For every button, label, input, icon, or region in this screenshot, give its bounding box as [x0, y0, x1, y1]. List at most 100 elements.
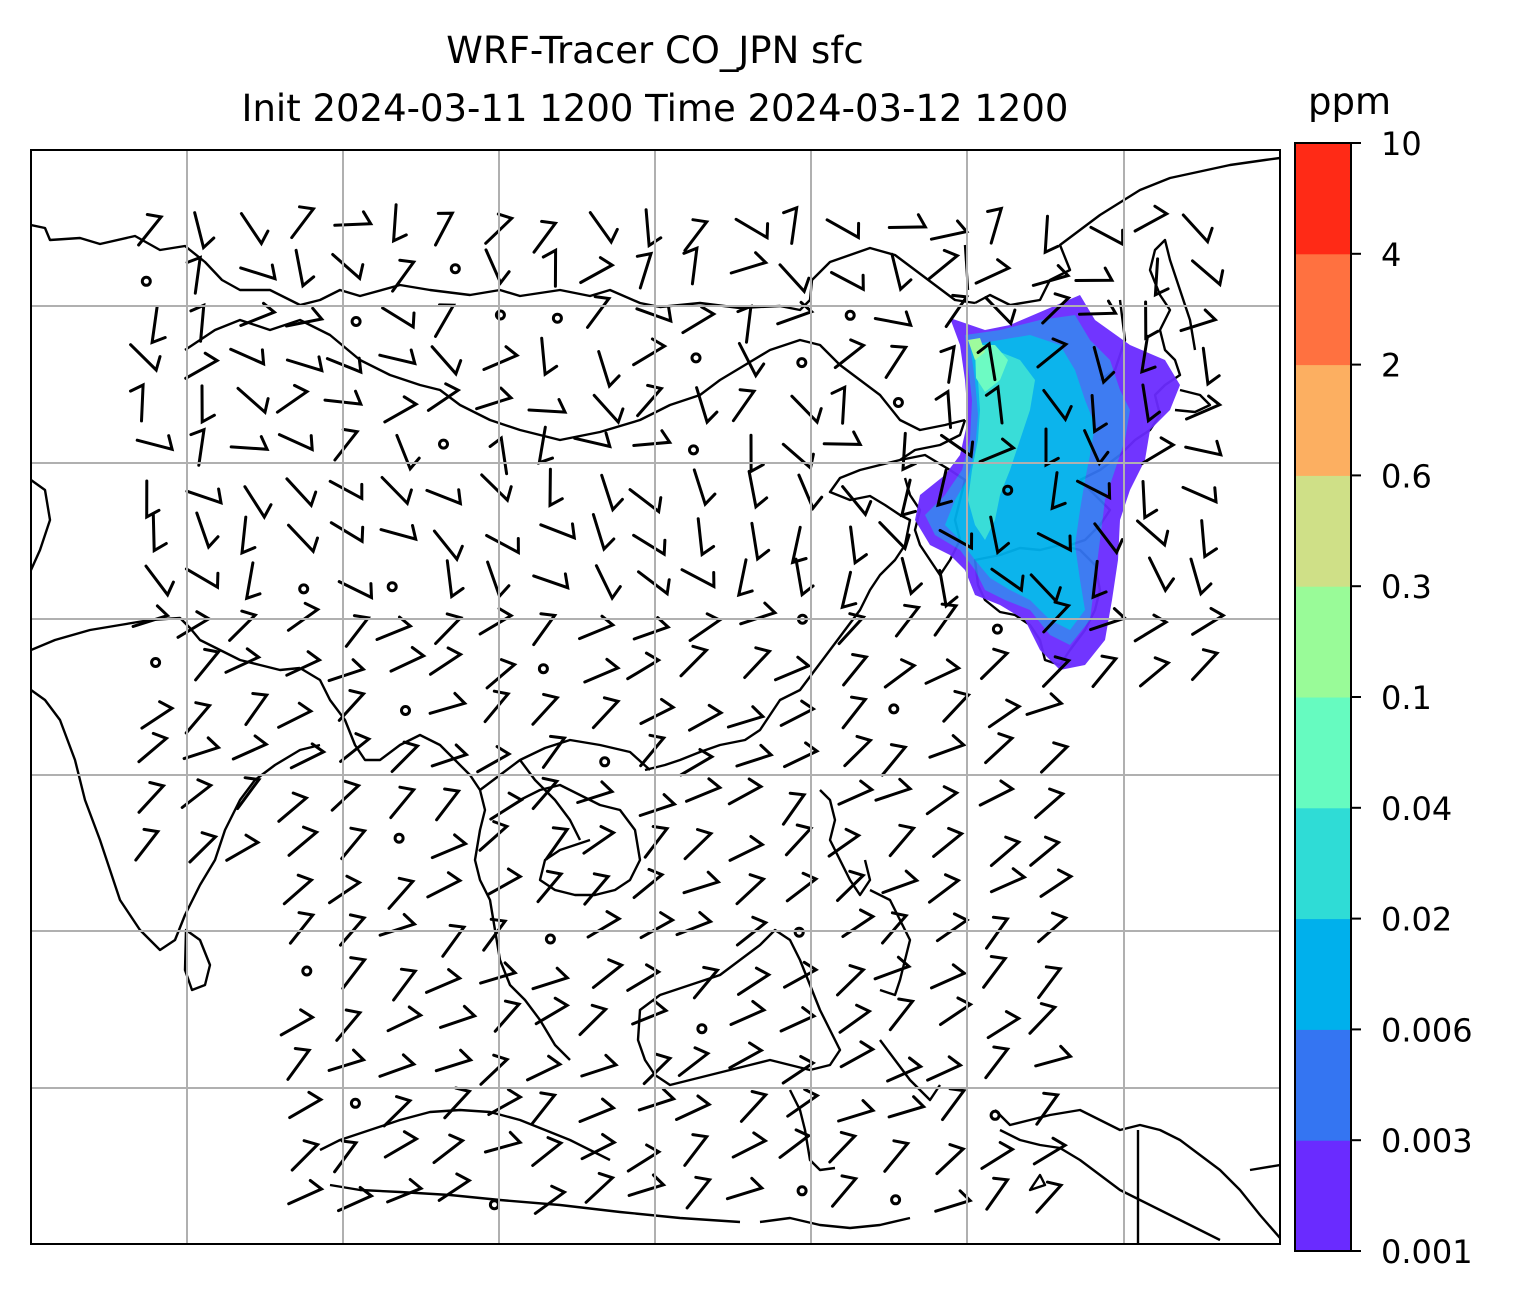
wind-barb — [688, 612, 723, 642]
calm-wind-marker — [690, 352, 702, 364]
wind-barb — [435, 787, 462, 822]
colorbar-tick-label: 10 — [1381, 125, 1422, 163]
wind-barb — [288, 1090, 324, 1120]
wind-barb — [323, 389, 364, 406]
wind-barb — [1034, 787, 1066, 819]
wind-barb — [842, 653, 870, 687]
wind-barb — [389, 646, 427, 673]
wind-barb — [1091, 654, 1119, 688]
wind-barb — [592, 393, 625, 425]
wind-barb — [243, 485, 273, 520]
wind-barb — [628, 488, 663, 515]
wind-barb — [277, 701, 314, 729]
wind-barb — [485, 534, 520, 556]
wind-barb — [224, 647, 262, 674]
calm-wind-marker — [438, 438, 449, 450]
wind-barb — [888, 997, 916, 1032]
wind-barb — [286, 1047, 312, 1081]
wind-barb — [924, 658, 962, 685]
wind-barb — [335, 1008, 363, 1042]
calm-wind-marker — [551, 312, 563, 324]
calm-wind-marker — [386, 581, 398, 593]
wind-barb — [683, 218, 710, 252]
wind-barb — [631, 1000, 669, 1026]
wind-barb — [391, 258, 417, 293]
wind-barb — [487, 1088, 524, 1116]
wind-barb — [430, 743, 470, 768]
wind-barb — [1042, 389, 1073, 423]
colorbar-ticks: 0.001 0.003 0.006 0.02 0.04 0.1 0.3 0.6 2 4 10 — [1351, 125, 1473, 1271]
wind-barb — [239, 263, 277, 281]
wind-barb — [731, 388, 757, 423]
wind-barb — [833, 338, 867, 370]
wind-barb — [894, 603, 922, 638]
wind-barb — [1189, 557, 1213, 597]
wind-barb — [843, 734, 874, 768]
plot-title-line1: WRF-Tracer CO_JPN sfc — [446, 29, 864, 72]
wind-barb — [236, 386, 270, 415]
wind-barb — [200, 384, 216, 425]
wind-barb — [586, 910, 623, 939]
wind-barb — [1185, 394, 1223, 421]
wind-barb — [739, 1090, 769, 1123]
wind-barb — [337, 1185, 375, 1213]
wind-barb — [277, 433, 314, 452]
wind-barb — [750, 521, 771, 562]
wind-barb — [1043, 214, 1060, 255]
wind-barb — [228, 609, 259, 642]
wind-barb — [432, 1133, 466, 1165]
wind-barb — [185, 255, 203, 295]
wind-barb — [781, 791, 807, 826]
wind-barb — [193, 211, 216, 251]
wind-barb — [887, 213, 928, 229]
wind-barb — [328, 874, 363, 905]
wind-barb — [736, 558, 754, 598]
wind-barb — [244, 692, 270, 726]
wind-barb — [580, 1133, 618, 1161]
calm-wind-marker — [696, 1023, 708, 1035]
wind-barb — [985, 1176, 1011, 1211]
wind-barb — [1139, 656, 1172, 688]
wind-barb — [434, 612, 464, 645]
wind-barb — [275, 383, 310, 414]
wind-barb — [236, 776, 262, 811]
wind-barb — [378, 348, 417, 366]
wind-barb — [1042, 600, 1072, 634]
wind-barb — [533, 1184, 568, 1215]
wind-barb — [189, 302, 206, 343]
wind-barb — [1093, 522, 1124, 556]
wind-barb — [129, 343, 162, 373]
colorbar-tick-label: 0.6 — [1381, 457, 1432, 495]
wind-barb — [327, 658, 367, 683]
wind-barb — [386, 1005, 424, 1033]
wind-barb — [437, 1172, 473, 1202]
wind-barb — [1042, 655, 1072, 688]
wind-barb — [1133, 204, 1170, 233]
wind-barb — [482, 917, 508, 952]
wind-barb — [531, 966, 571, 991]
wind-barb — [881, 911, 909, 945]
calm-wind-marker — [494, 309, 506, 321]
colorbar-block — [1295, 1029, 1351, 1141]
wind-barb — [229, 347, 266, 367]
wind-barb — [380, 476, 413, 507]
wind-barb — [378, 913, 418, 937]
wind-barb — [344, 614, 372, 648]
wind-barb — [434, 211, 455, 247]
wind-barb — [337, 689, 367, 722]
wind-barb — [478, 820, 510, 852]
calm-wind-marker — [393, 832, 405, 844]
wind-barb — [244, 561, 262, 601]
wind-barb — [185, 487, 223, 506]
wind-barb — [978, 437, 1017, 464]
wind-barbs — [129, 203, 1227, 1215]
wind-barb — [339, 732, 372, 763]
wind-barb — [434, 303, 457, 338]
wind-barb — [591, 958, 625, 989]
wind-barb — [485, 658, 518, 690]
wind-barb — [830, 271, 865, 292]
wind-barb — [986, 1010, 1022, 1040]
wind-barb — [545, 826, 570, 861]
wind-barb — [822, 430, 863, 446]
wind-barb — [935, 912, 970, 943]
